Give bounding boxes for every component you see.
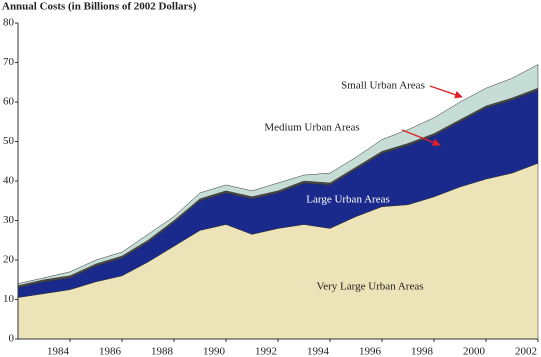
x-tick-label: 2000 <box>463 346 486 357</box>
y-tick-label: 50 <box>3 135 15 147</box>
series-label: Medium Urban Areas <box>264 122 359 134</box>
y-tick-label: 0 <box>9 333 15 345</box>
x-tick-label: 1984 <box>47 346 70 357</box>
series-label: Large Urban Areas <box>306 194 389 206</box>
annotation-arrow <box>401 129 441 147</box>
x-tick-label: 1988 <box>151 346 174 357</box>
x-tick-label: 1994 <box>307 346 330 357</box>
y-tick-label: 10 <box>3 293 15 305</box>
y-tick-label: 80 <box>3 17 15 29</box>
y-tick-label: 40 <box>3 175 15 187</box>
x-tick-label: 2002 <box>515 346 537 357</box>
x-tick-label: 1996 <box>359 346 382 357</box>
y-tick-label: 70 <box>3 56 15 68</box>
y-tick-label: 20 <box>3 254 15 266</box>
y-tick-label: 30 <box>3 214 15 226</box>
chart-title: Annual Costs (in Billions of 2002 Dollar… <box>2 1 197 13</box>
area <box>17 64 539 286</box>
x-tick-label: 1998 <box>411 346 434 357</box>
annotation-arrow <box>429 85 463 99</box>
series-label: Very Large Urban Areas <box>316 281 423 293</box>
series-label: Small Urban Areas <box>341 80 425 92</box>
y-tick-label: 60 <box>3 96 15 108</box>
x-tick-label: 1986 <box>99 346 122 357</box>
x-tick-label: 1990 <box>203 346 226 357</box>
x-tick-label: 1992 <box>255 346 277 357</box>
